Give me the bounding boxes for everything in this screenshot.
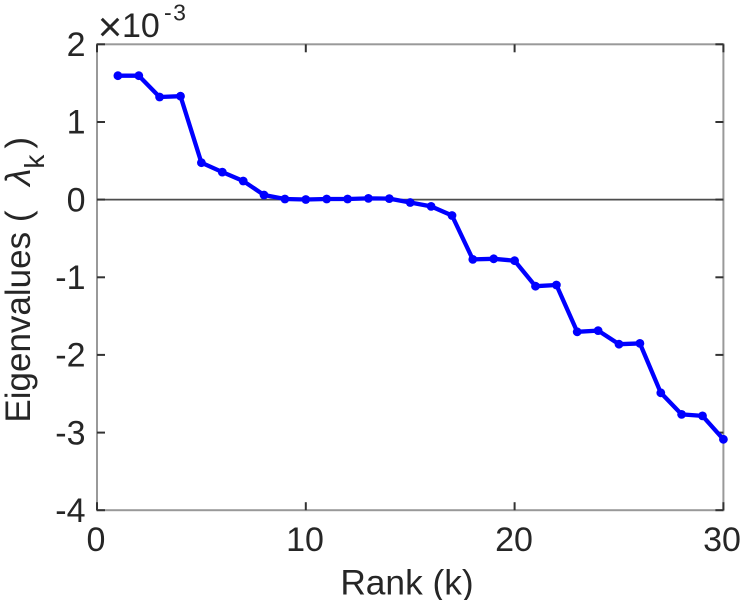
svg-text:0: 0 [67, 181, 86, 219]
svg-text:30: 30 [703, 521, 741, 559]
svg-text:0: 0 [87, 521, 106, 559]
svg-text:10: 10 [286, 521, 324, 559]
svg-text:Rank (k): Rank (k) [340, 563, 473, 600]
svg-text:-3: -3 [55, 414, 85, 452]
svg-text:2: 2 [67, 26, 86, 64]
svg-text:-2: -2 [55, 337, 85, 375]
svg-text:-4: -4 [55, 492, 85, 530]
svg-text:1: 1 [67, 104, 86, 142]
svg-text:×: × [98, 3, 123, 50]
svg-text:20: 20 [495, 521, 533, 559]
svg-text:-1: -1 [55, 259, 85, 297]
svg-text:-3: -3 [164, 0, 187, 25]
svg-text:10: 10 [122, 7, 160, 45]
